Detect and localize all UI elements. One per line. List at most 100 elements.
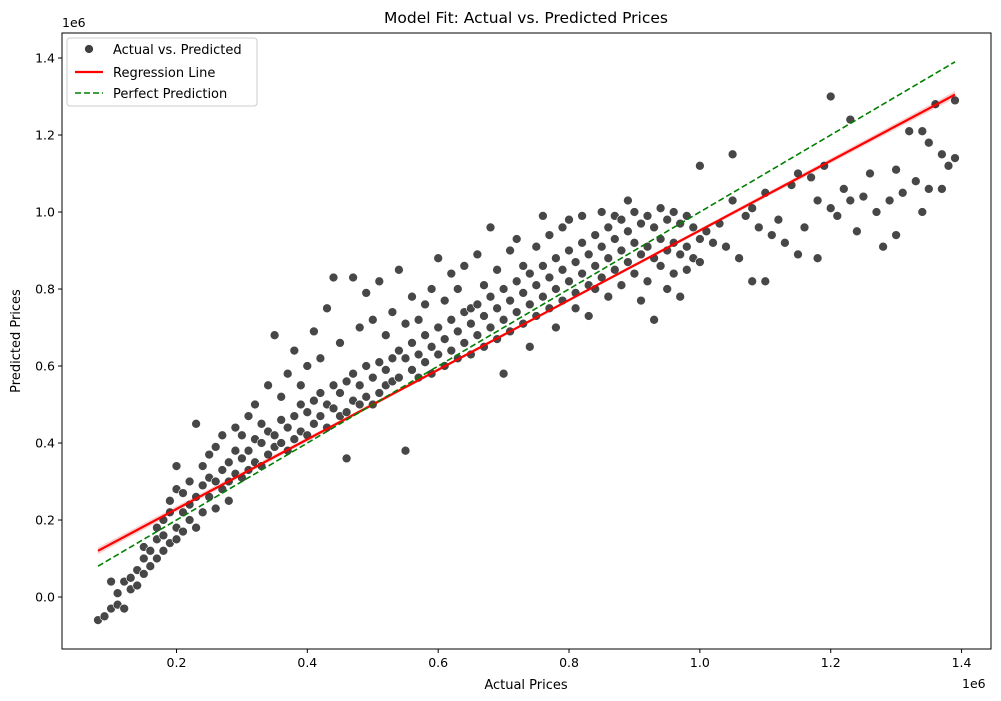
scatter-point [439, 295, 450, 306]
scatter-point [466, 318, 476, 329]
scatter-point [237, 430, 247, 441]
scatter-point [243, 411, 254, 421]
scatter-point [106, 576, 116, 587]
scatter-point [433, 253, 444, 264]
scatter-point [812, 195, 823, 206]
scatter-point [263, 380, 273, 391]
scatter-point [426, 341, 437, 352]
scatter-point [727, 149, 738, 160]
scatter-point [609, 234, 620, 244]
legend-label-regression: Regression Line [113, 66, 215, 81]
scatter-point [564, 214, 574, 225]
scatter-point [387, 307, 398, 317]
scatter-point [629, 207, 640, 217]
scatter-point [518, 288, 529, 298]
scatter-point [524, 299, 535, 310]
scatter-point [590, 261, 601, 271]
scatter-point [904, 126, 915, 137]
scatter-point [609, 264, 620, 275]
y-tick-label: 0.8 [35, 282, 55, 297]
scatter-point [662, 214, 673, 225]
scatter-point [636, 249, 646, 260]
scatter-point [295, 380, 306, 391]
scatter-point [629, 237, 640, 248]
scatter-point [793, 249, 803, 260]
y-tick-label: 0.0 [35, 590, 55, 605]
scatter-point [374, 276, 385, 287]
scatter-point [361, 391, 372, 402]
scatter-point [668, 207, 679, 217]
scatter-point [452, 326, 463, 337]
x-tick-label: 0.8 [559, 655, 579, 670]
scatter-point [616, 214, 627, 225]
y-tick-label: 1.2 [35, 128, 55, 143]
scatter-point [125, 572, 136, 583]
scatter-point [361, 361, 372, 371]
scatter-point [158, 545, 169, 556]
scatter-point [943, 160, 954, 171]
scatter-point [884, 195, 895, 206]
scatter-point [616, 245, 627, 256]
scatter-point [217, 430, 228, 441]
scatter-point [570, 303, 581, 314]
scatter-point [603, 291, 614, 302]
x-tick-label: 1.0 [690, 655, 710, 670]
scatter-point [367, 314, 378, 325]
y-tick-label: 1.4 [35, 51, 55, 66]
scatter-point [858, 191, 869, 202]
scatter-point [446, 268, 457, 279]
scatter-point [152, 553, 162, 564]
scatter-point [191, 418, 201, 429]
scatter-point [433, 349, 444, 360]
y-offset-label: 1e6 [62, 15, 86, 30]
legend: Actual vs. Predicted Regression Line Per… [66, 37, 258, 107]
scatter-point [309, 395, 319, 406]
legend-label-perfect: Perfect Prediction [113, 87, 227, 102]
scatter-point [655, 261, 666, 271]
scatter-point [354, 380, 365, 391]
scatter-point [210, 442, 221, 452]
scatter-point [570, 257, 581, 267]
x-axis: 0.2 0.4 0.6 0.8 1.0 1.2 1.4 [167, 649, 972, 670]
scatter-point [243, 445, 254, 456]
scatter-point [721, 241, 731, 252]
y-tick-label: 0.2 [35, 513, 55, 528]
scatter-point [865, 168, 875, 179]
scatter-point [917, 207, 928, 217]
scatter-point [878, 241, 888, 252]
scatter-point [531, 280, 542, 291]
scatter-point [727, 195, 738, 206]
scatter-point [250, 399, 260, 410]
scatter-point [420, 357, 430, 368]
scatter-point [950, 153, 960, 163]
scatter-point [361, 288, 372, 298]
scatter-point [407, 291, 417, 302]
scatter-point [374, 357, 385, 368]
legend-marker-scatter [84, 44, 94, 54]
scatter-point [328, 272, 339, 283]
scatter-point [400, 445, 411, 456]
scatter-point [367, 372, 378, 383]
scatter-point [230, 422, 241, 433]
x-axis-label: Actual Prices [484, 678, 568, 693]
scatter-point [649, 222, 659, 233]
scatter-point [145, 561, 156, 572]
scatter-point [197, 507, 208, 518]
scatter-point [380, 365, 391, 375]
scatter-point [832, 211, 843, 221]
scatter-point [551, 253, 561, 264]
scatter-point [341, 407, 352, 418]
scatter-point [171, 461, 182, 471]
scatter-point [681, 211, 692, 221]
regression-line [97, 93, 956, 552]
scatter-point [341, 453, 352, 464]
scatter-point [498, 368, 509, 379]
scatter-point [394, 372, 404, 383]
scatter-point [642, 276, 653, 287]
scatter-point [616, 280, 627, 291]
x-tick-label: 1.4 [952, 655, 972, 670]
scatter-point [681, 241, 692, 252]
plot-area [61, 32, 992, 650]
scatter-point [269, 330, 280, 341]
scatter-point [923, 137, 934, 148]
